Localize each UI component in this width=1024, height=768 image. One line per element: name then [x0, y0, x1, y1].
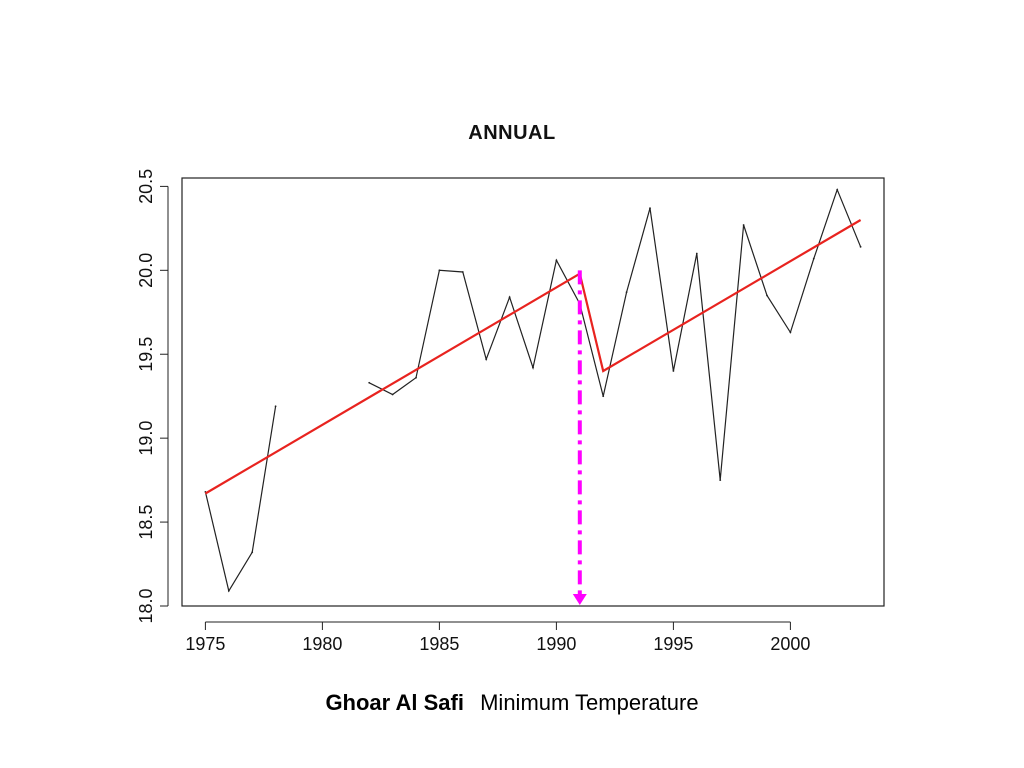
changepoint-arrowhead [572, 594, 587, 605]
x-tick-label: 1985 [419, 634, 459, 654]
chart-title: ANNUAL [468, 122, 556, 144]
data-point [812, 257, 815, 260]
x-tick-label: 2000 [770, 634, 810, 654]
trend-line [204, 219, 862, 495]
data-point [602, 395, 605, 398]
observed-series-line [368, 187, 862, 481]
axes: 1975 1980 1985 1990 1995 2000 18.0 18.5 19.0 19.5… [136, 169, 810, 654]
annotation-layer [572, 270, 587, 605]
data-point [766, 294, 768, 297]
observed-series-line [204, 406, 277, 593]
y-tick-label: 20.5 [136, 169, 156, 204]
data-point [461, 271, 464, 273]
data-point [719, 479, 722, 482]
series-layer [204, 187, 862, 593]
caption-station: Ghoar Al Safi [325, 690, 464, 715]
y-tick-label: 18.5 [136, 505, 156, 540]
plot-frame [181, 177, 885, 607]
data-point [508, 296, 511, 299]
data-point [438, 269, 441, 272]
data-point [742, 224, 745, 226]
data-point [532, 366, 534, 369]
data-point [368, 381, 371, 384]
data-point [789, 331, 792, 334]
x-tick-label: 1980 [302, 634, 342, 654]
data-point [695, 252, 698, 255]
data-point [391, 393, 394, 396]
x-tick-label: 1990 [536, 634, 576, 654]
x-tick-label: 1975 [185, 634, 225, 654]
data-point [485, 358, 488, 361]
data-point [251, 551, 254, 554]
data-point [672, 370, 675, 372]
x-tick-label: 1995 [653, 634, 693, 654]
data-point [274, 405, 277, 408]
y-tick-label: 18.0 [136, 588, 156, 623]
data-point [555, 259, 558, 262]
y-tick-label: 20.0 [136, 253, 156, 288]
y-tick-label: 19.0 [136, 421, 156, 456]
y-tick-label: 19.5 [136, 337, 156, 372]
data-point [836, 188, 839, 191]
caption-variable: Minimum Temperature [480, 690, 699, 715]
data-point [625, 291, 628, 294]
data-point [227, 589, 230, 592]
data-point [649, 207, 651, 210]
data-point [415, 376, 417, 379]
data-point [859, 245, 862, 248]
figure-caption: Ghoar Al Safi Minimum Temperature [0, 690, 1024, 716]
